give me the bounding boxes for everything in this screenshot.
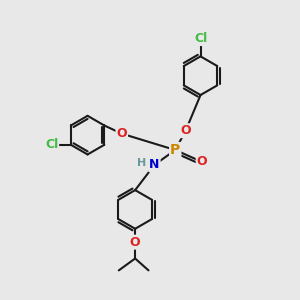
- Text: Cl: Cl: [45, 138, 58, 151]
- Text: O: O: [130, 236, 140, 249]
- Text: H: H: [137, 158, 147, 168]
- Text: O: O: [180, 124, 191, 137]
- Text: Cl: Cl: [194, 32, 207, 45]
- Text: P: P: [170, 143, 180, 157]
- Text: O: O: [116, 127, 127, 140]
- Text: N: N: [149, 158, 160, 171]
- Text: O: O: [197, 155, 207, 168]
